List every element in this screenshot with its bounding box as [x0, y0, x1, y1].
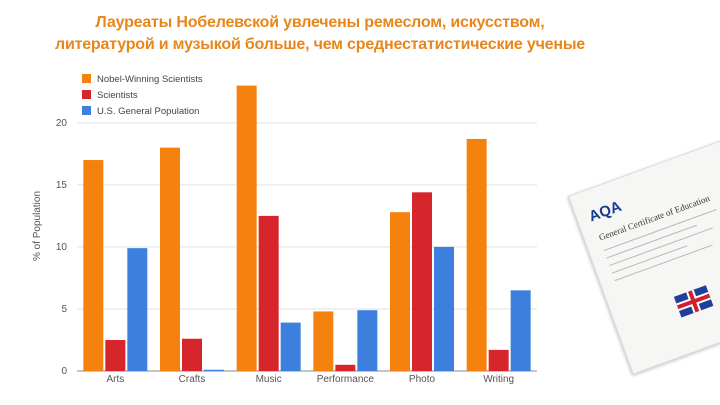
legend-swatch — [82, 90, 91, 99]
y-axis-label: % of Population — [32, 191, 43, 261]
bar — [466, 138, 487, 371]
x-tick-label: Music — [256, 374, 282, 385]
bar — [313, 311, 334, 371]
x-tick-label: Arts — [106, 374, 124, 385]
bar — [182, 338, 202, 371]
slide-title-line-2: литературой и музыкой больше, чем средне… — [55, 36, 585, 53]
chart-grid — [77, 122, 537, 372]
y-tick-label: 15 — [56, 180, 68, 191]
chart-legend: Nobel-Winning Scientists Scientists U.S. G… — [82, 74, 203, 117]
slide-title-line-1: Лауреаты Нобелевской увлечены ремеслом, … — [95, 14, 545, 31]
bar — [236, 85, 257, 371]
bar — [160, 147, 180, 371]
bar — [83, 160, 104, 371]
legend-label: U.S. General Population — [97, 106, 199, 117]
bar — [280, 322, 301, 371]
y-tick-label: 5 — [61, 304, 67, 315]
y-tick-label: 10 — [56, 242, 68, 253]
bar — [434, 246, 454, 371]
legend-swatch — [82, 106, 91, 115]
bar — [105, 339, 126, 371]
aqa-logo: AQA — [586, 198, 624, 226]
chart-ticks: 0 5 10 15 20 Arts Crafts Music Performance Photo W… — [56, 118, 514, 385]
legend-swatch — [82, 74, 91, 83]
bar — [510, 290, 531, 371]
legend-label: Scientists — [97, 90, 138, 101]
legend-label: Nobel-Winning Scientists — [97, 74, 203, 85]
bar — [390, 212, 410, 371]
bar — [412, 192, 432, 371]
x-tick-label: Crafts — [179, 374, 206, 385]
bar — [357, 310, 378, 371]
y-tick-label: 20 — [56, 118, 68, 129]
x-tick-label: Photo — [409, 374, 436, 385]
union-jack-icon — [673, 285, 714, 318]
bar — [127, 248, 148, 371]
bar — [335, 364, 356, 371]
bar — [204, 369, 224, 371]
bar — [258, 215, 279, 371]
x-tick-label: Writing — [483, 374, 514, 385]
y-tick-label: 0 — [61, 366, 67, 377]
x-tick-label: Performance — [317, 374, 375, 385]
chart-bars — [83, 85, 531, 371]
slide-title: Лауреаты Нобелевской увлечены ремеслом, … — [0, 12, 640, 56]
bar — [488, 349, 509, 371]
